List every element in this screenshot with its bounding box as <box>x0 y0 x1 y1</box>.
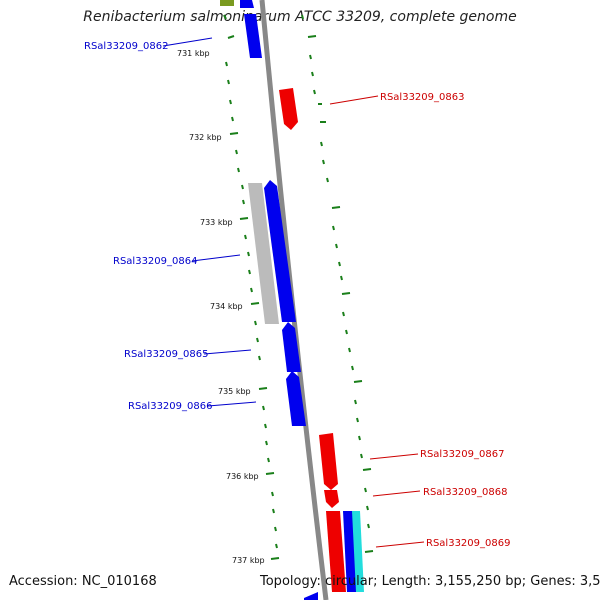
tick-label: 732 kbp <box>189 133 222 142</box>
gene-0862[interactable] <box>240 0 254 8</box>
gene-0866[interactable] <box>286 371 306 426</box>
gene-label: RSal33209_0869 <box>426 538 510 549</box>
gene-0865[interactable] <box>282 322 301 372</box>
tick-label: 737 kbp <box>232 556 265 565</box>
gene-label: RSal33209_0865 <box>124 349 208 360</box>
gene-0868[interactable] <box>324 490 339 508</box>
map-title: Renibacterium salmoninarum ATCC 33209, c… <box>83 9 517 25</box>
tick-label: 734 kbp <box>210 302 243 311</box>
gene-label: RSal33209_0867 <box>420 449 504 460</box>
gene-label: RSal33209_0864 <box>113 256 197 267</box>
gene-0864[interactable] <box>264 180 296 322</box>
tick-labels: 731 kbp 732 kbp 733 kbp 734 kbp 735 kbp … <box>177 49 265 565</box>
gene-label: RSal33209_0862 <box>84 41 168 52</box>
olive-feature <box>220 0 234 6</box>
gc-ring-right <box>301 14 374 553</box>
tick-label: 736 kbp <box>226 472 259 481</box>
gene-label: RSal33209_0863 <box>380 92 464 103</box>
right-gene-labels: RSal33209_0863 RSal33209_0867 RSal33209_… <box>329 92 510 549</box>
tick-label: 735 kbp <box>218 387 251 396</box>
gene-0862-b[interactable] <box>244 14 262 58</box>
gene-label: RSal33209_0868 <box>423 487 507 498</box>
gc-ring-left <box>223 14 280 560</box>
gene-0869[interactable] <box>326 511 346 592</box>
tick-label: 733 kbp <box>200 218 233 227</box>
tick-label: 731 kbp <box>177 49 210 58</box>
genome-summary-text: Topology: circular; Length: 3,155,250 bp… <box>260 574 600 589</box>
gene-bottom-blue[interactable] <box>304 592 318 600</box>
left-gene-labels: RSal33209_0862 RSal33209_0864 RSal33209_… <box>84 37 257 412</box>
gray-feature-0864 <box>248 183 279 324</box>
cyan-feature-0869 <box>352 511 364 592</box>
accession-text: Accession: NC_010168 <box>9 574 157 589</box>
gene-label: RSal33209_0866 <box>128 401 212 412</box>
gene-0863[interactable] <box>279 88 298 130</box>
gene-0867[interactable] <box>319 433 338 490</box>
